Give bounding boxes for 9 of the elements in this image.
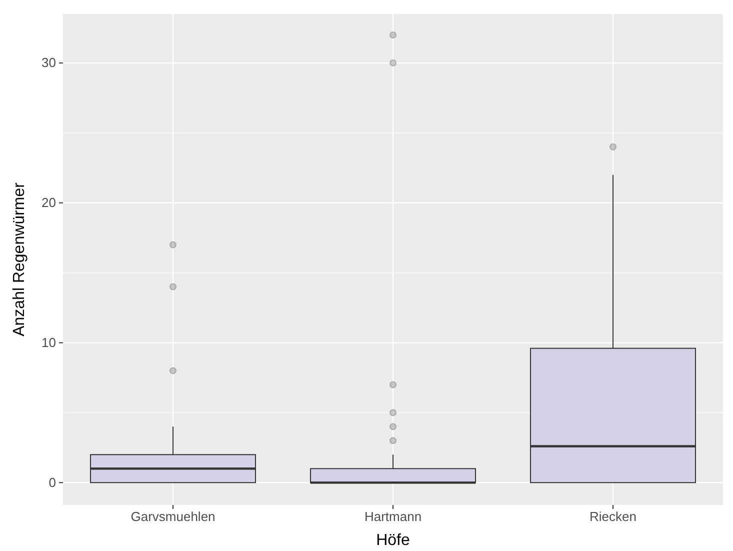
x-tick-label: Hartmann (364, 509, 422, 524)
y-tick-label: 20 (42, 195, 56, 210)
y-tick-label: 10 (42, 334, 56, 350)
y-tick-label: 30 (42, 55, 56, 70)
x-tick-label: Riecken (590, 509, 636, 524)
y-axis-title: Anzahl Regenwürmer (11, 182, 28, 336)
x-axis-title: Höfe (376, 532, 410, 549)
y-tick-label: 0 (48, 474, 56, 490)
x-tick-label: Garvsmuehlen (130, 509, 216, 524)
